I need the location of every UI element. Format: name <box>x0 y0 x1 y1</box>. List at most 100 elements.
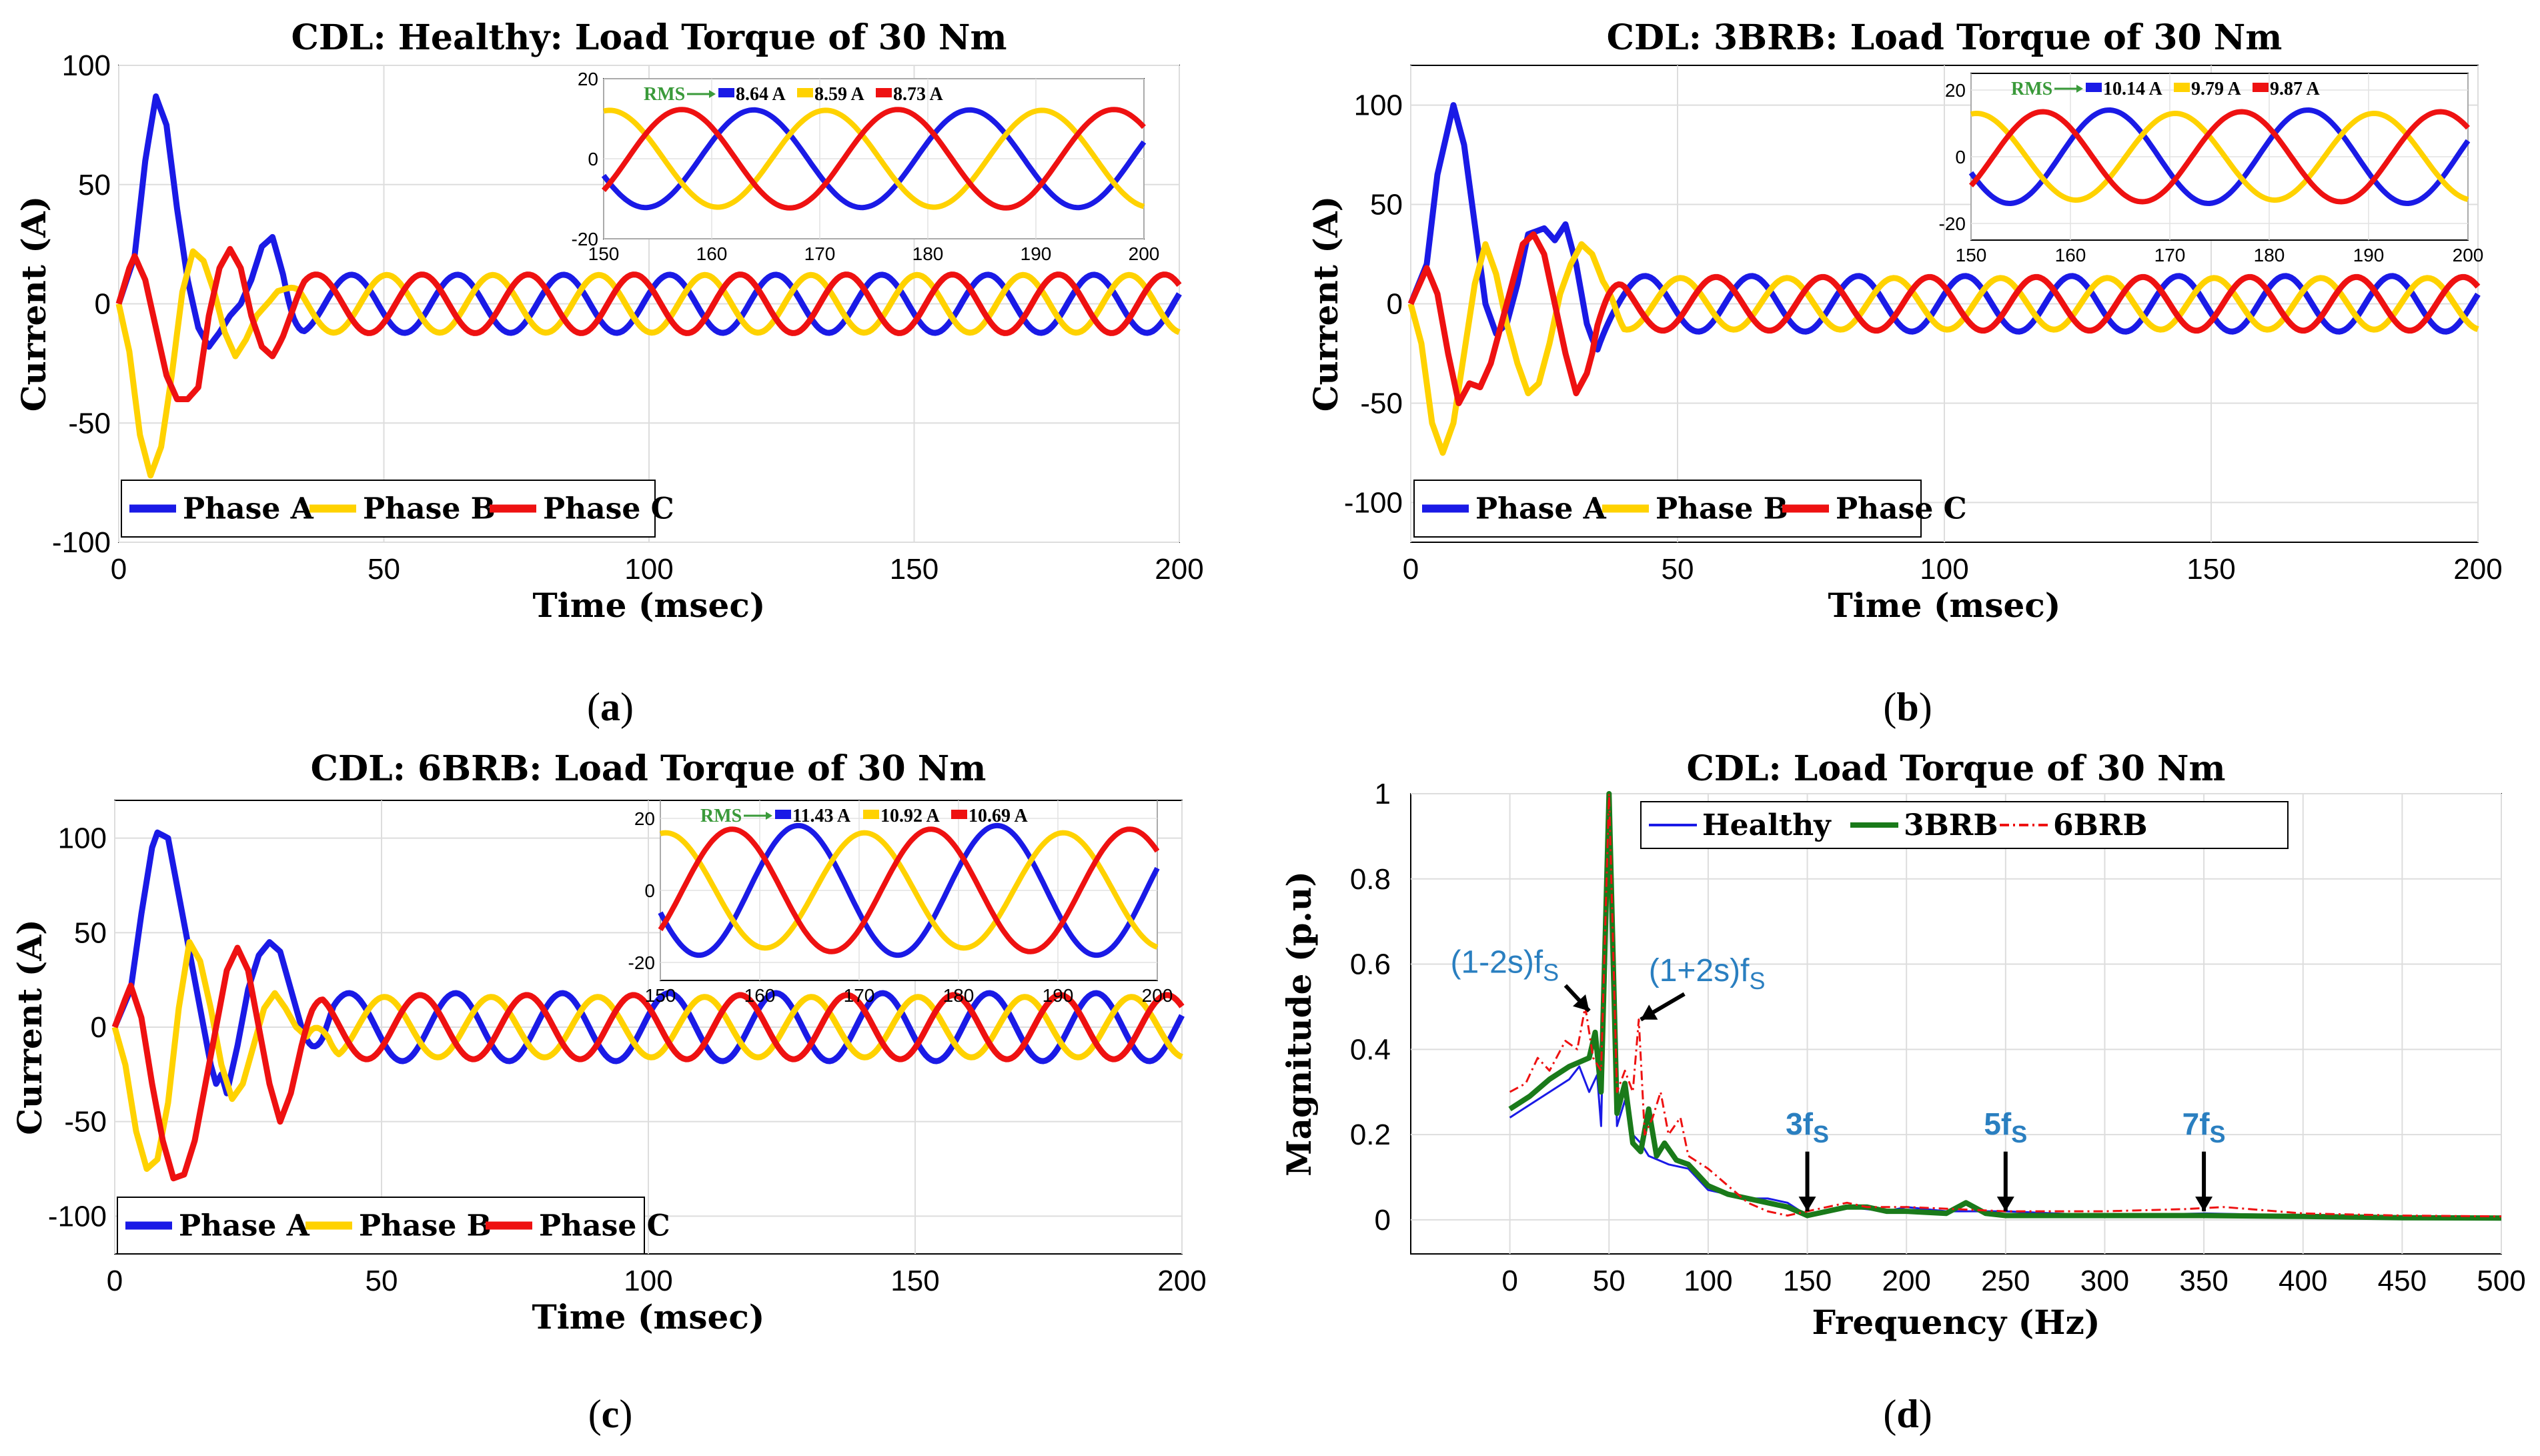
x-tick-label: 50 <box>368 553 400 586</box>
inset-y-tick-label: 20 <box>578 69 598 89</box>
series-line-phase-a <box>111 829 1185 1097</box>
inset-x-tick-label: 160 <box>696 243 728 264</box>
chart-title: CDL: Healthy: Load Torque of 30 Nm <box>291 17 1007 58</box>
inset-x-tick-label: 160 <box>2055 245 2086 265</box>
series-line-phase-b <box>1407 241 2479 456</box>
inset-y-tick-label: -20 <box>572 229 598 249</box>
rms-swatch <box>863 810 879 819</box>
rms-swatch <box>876 88 892 97</box>
y-tick-label: 0 <box>1375 1204 1391 1237</box>
x-tick-label: 200 <box>2453 553 2502 586</box>
legend-label: Phase B <box>363 492 496 526</box>
plot-area <box>1410 793 2502 1255</box>
legend-label: Phase A <box>1475 492 1607 526</box>
inset-x-tick-label: 170 <box>804 243 836 264</box>
inset-y-tick-label: 0 <box>644 880 655 901</box>
x-tick-label: 200 <box>1155 553 1203 586</box>
x-tick-label: 150 <box>890 553 938 586</box>
legend-box <box>121 480 656 538</box>
x-tick-label: 250 <box>1981 1265 2030 1297</box>
inset-x-tick-label: 150 <box>645 985 676 1006</box>
rms-arrow-head <box>766 812 772 820</box>
y-tick-label: -50 <box>1360 387 1403 420</box>
legend-label: Phase C <box>543 492 674 526</box>
inset-x-tick-label: 150 <box>1956 245 1987 265</box>
x-tick-label: 450 <box>2378 1265 2427 1297</box>
legend: Phase A Phase B Phase C <box>121 480 674 538</box>
annotations: (1-2s)fS (1+2s)fS 3fS 5fS 7fS <box>1450 944 2226 1212</box>
x-tick-label: 150 <box>2186 553 2235 586</box>
y-axis-label: Current (A) <box>14 196 53 412</box>
y-tick-label: 50 <box>74 916 107 949</box>
series-line-healthy <box>1509 792 2502 1219</box>
legend-label: 6BRB <box>2053 808 2148 842</box>
inset-series-line <box>1970 110 2469 203</box>
legend-label: Phase B <box>359 1209 492 1243</box>
panel-caption: (a) <box>587 685 634 729</box>
series-line-phase-a <box>115 93 1182 350</box>
y-tick-label: 0 <box>91 1011 107 1044</box>
inset-x-tick-label: 160 <box>744 985 776 1006</box>
legend-label: Phase C <box>1836 492 1967 526</box>
chart-title: CDL: 6BRB: Load Torque of 30 Nm <box>311 748 987 789</box>
inset-x-tick-label: 170 <box>844 985 875 1006</box>
inset-series-line <box>603 107 1145 210</box>
inset-x-tick-label: 190 <box>1043 985 1074 1006</box>
x-tick-label: 400 <box>2279 1265 2327 1297</box>
annotation-label: 7fS <box>2182 1107 2226 1148</box>
y-tick-label: 50 <box>78 169 111 201</box>
rms-swatch <box>2174 83 2190 92</box>
x-tick-label: 0 <box>1501 1265 1517 1297</box>
inset-x-tick-label: 200 <box>1142 985 1173 1006</box>
rms-value: 10.69 A <box>969 806 1028 826</box>
legend-box <box>117 1197 645 1255</box>
y-tick-label: 100 <box>1354 89 1403 122</box>
inset-series-line <box>658 826 1160 954</box>
x-tick-label: 500 <box>2477 1265 2525 1297</box>
rms-swatch <box>797 88 813 97</box>
annotation-arrowhead <box>2195 1197 2213 1212</box>
inset-series-line <box>1968 107 2471 207</box>
inset-y-tick-label: 0 <box>588 149 598 169</box>
chart-title: CDL: 3BRB: Load Torque of 30 Nm <box>1607 17 2283 58</box>
y-axis-label: Magnitude (p.u) <box>1279 871 1319 1177</box>
legend: Phase A Phase B Phase C <box>117 1197 670 1255</box>
x-tick-label: 100 <box>624 1265 672 1297</box>
inset-x-tick-label: 180 <box>2254 245 2285 265</box>
inset-x-tick-label: 190 <box>1021 243 1052 264</box>
inset-y-tick-label: 20 <box>634 808 655 829</box>
y-tick-label: 0 <box>1387 288 1403 321</box>
inset-series-line <box>601 107 1147 211</box>
series-line-phase-a <box>1407 102 2481 353</box>
legend-box <box>1413 480 1922 538</box>
legend-label: Healthy <box>1702 808 1832 842</box>
y-tick-label: 0 <box>95 288 111 321</box>
series-line-3brb <box>1508 791 2502 1221</box>
series-line-phase-b <box>115 248 1181 479</box>
panel-a: CDL: Healthy: Load Torque of 30 Nm 0 50 100… <box>14 17 1204 729</box>
annotation-label: (1-2s)fS <box>1450 944 1559 986</box>
x-tick-label: 200 <box>1157 1265 1206 1297</box>
rms-value: 9.87 A <box>2270 79 2320 99</box>
x-tick-label: 350 <box>2179 1265 2228 1297</box>
y-axis-label: Current (A) <box>10 919 49 1135</box>
inset-x-tick-label: 180 <box>943 985 975 1006</box>
x-tick-label: 50 <box>366 1265 398 1297</box>
rms-swatch <box>951 810 967 819</box>
inset-x-tick-label: 190 <box>2353 245 2385 265</box>
annotation-arrowhead <box>1640 1004 1658 1020</box>
x-axis-label: Time (msec) <box>1828 586 2061 625</box>
legend: Healthy 3BRB 6BRB <box>1640 801 2289 849</box>
x-tick-label: 0 <box>107 1265 123 1297</box>
rms-arrow-head <box>2076 85 2083 93</box>
inset-series-line <box>658 822 1160 958</box>
panel-caption: (b) <box>1883 685 1932 729</box>
legend-box <box>1640 801 2289 849</box>
legend-label: Phase C <box>539 1209 670 1243</box>
legend-label: Phase A <box>179 1209 310 1243</box>
x-tick-label: 0 <box>1403 553 1419 586</box>
rms-label: RMS <box>644 84 685 105</box>
inset-plot: 150 160 170 180 190 200 -20 0 20 RMS 10.14 A 9.79 A… <box>1939 73 2483 265</box>
rms-value: 8.59 A <box>814 84 864 105</box>
rms-label: RMS <box>2011 79 2052 99</box>
